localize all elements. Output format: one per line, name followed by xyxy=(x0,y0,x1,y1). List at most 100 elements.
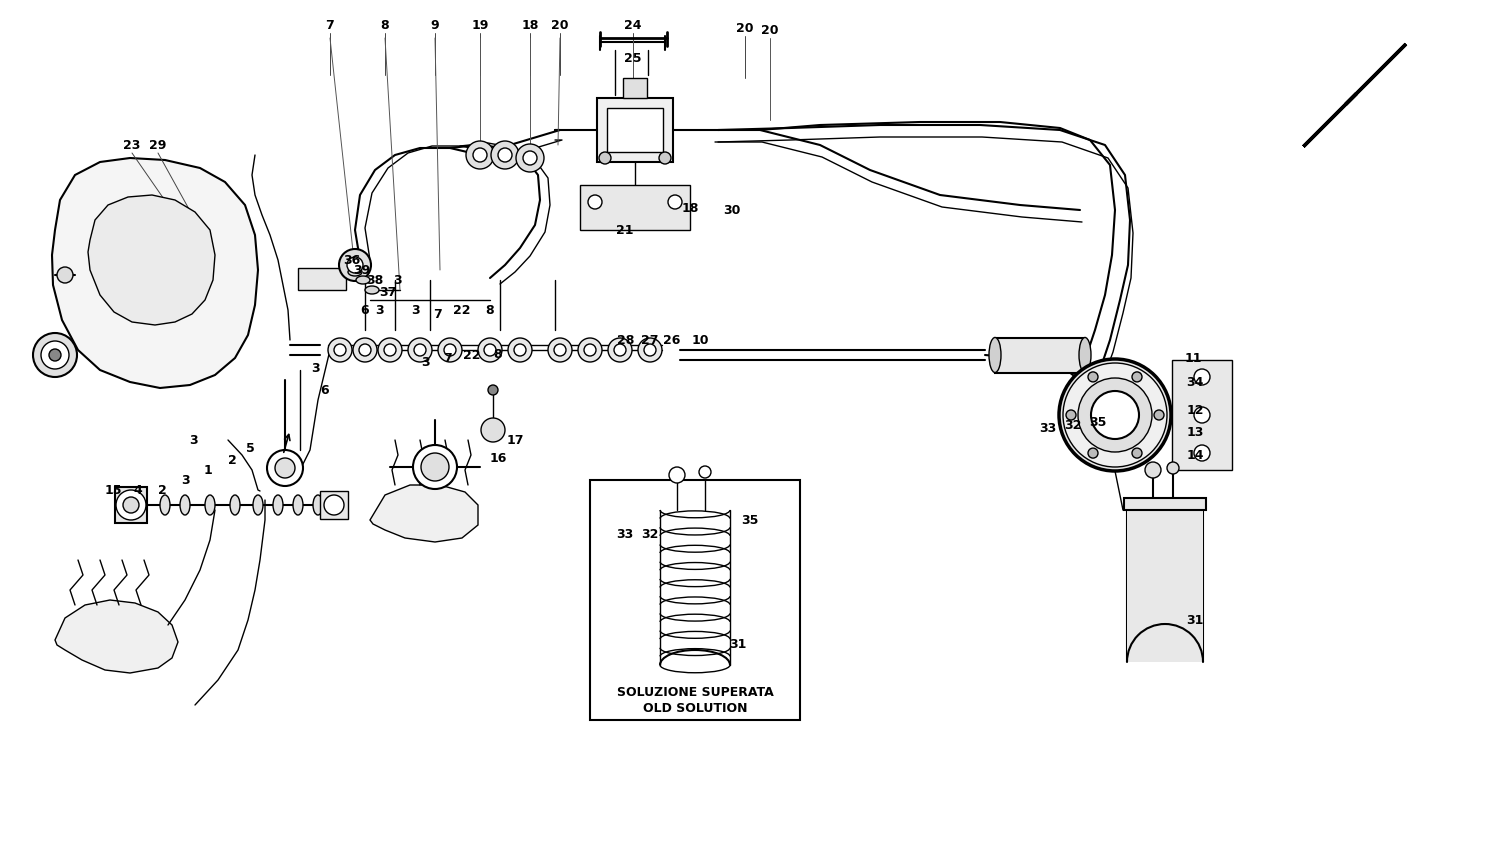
Bar xyxy=(590,480,800,720)
Circle shape xyxy=(50,349,62,361)
Circle shape xyxy=(638,338,662,362)
Text: 7: 7 xyxy=(444,351,453,364)
Circle shape xyxy=(1088,448,1098,458)
Circle shape xyxy=(478,338,502,362)
Circle shape xyxy=(516,144,544,172)
Circle shape xyxy=(578,338,602,362)
Text: 20: 20 xyxy=(736,21,753,35)
Text: 24: 24 xyxy=(624,19,642,31)
Text: 3: 3 xyxy=(393,273,402,286)
Circle shape xyxy=(1059,359,1172,471)
Text: 15: 15 xyxy=(104,483,122,497)
Bar xyxy=(597,98,674,162)
Circle shape xyxy=(1132,372,1142,382)
Circle shape xyxy=(33,333,76,377)
Text: 36: 36 xyxy=(344,254,360,267)
Text: 23: 23 xyxy=(123,138,141,151)
Circle shape xyxy=(378,338,402,362)
Text: 29: 29 xyxy=(150,138,166,151)
Circle shape xyxy=(1078,378,1152,452)
Ellipse shape xyxy=(254,495,262,515)
Circle shape xyxy=(644,344,656,356)
Text: 18: 18 xyxy=(681,201,699,215)
Text: 14: 14 xyxy=(1186,448,1203,462)
Circle shape xyxy=(384,344,396,356)
Text: 20: 20 xyxy=(552,19,568,31)
Bar xyxy=(298,268,346,290)
Text: 27: 27 xyxy=(642,334,658,346)
Text: 39: 39 xyxy=(354,263,370,277)
Circle shape xyxy=(40,341,69,369)
Ellipse shape xyxy=(180,495,190,515)
Circle shape xyxy=(509,338,532,362)
Text: 3: 3 xyxy=(411,303,420,317)
Text: 3: 3 xyxy=(375,303,384,317)
Text: 32: 32 xyxy=(642,528,658,542)
Circle shape xyxy=(352,338,376,362)
Polygon shape xyxy=(370,485,478,542)
Text: 35: 35 xyxy=(741,514,759,526)
Ellipse shape xyxy=(348,268,361,276)
Text: 13: 13 xyxy=(1186,425,1203,438)
Text: 3: 3 xyxy=(310,362,320,374)
Text: 33: 33 xyxy=(1040,421,1056,435)
Text: 3: 3 xyxy=(189,434,198,447)
Ellipse shape xyxy=(314,495,322,515)
Text: 1: 1 xyxy=(204,464,213,476)
Text: 26: 26 xyxy=(663,334,681,346)
Circle shape xyxy=(699,466,711,478)
Circle shape xyxy=(1090,391,1138,439)
Bar xyxy=(1126,510,1203,662)
Ellipse shape xyxy=(356,276,370,284)
Circle shape xyxy=(668,195,682,209)
Circle shape xyxy=(422,453,448,481)
Text: 4: 4 xyxy=(134,483,142,497)
Circle shape xyxy=(466,141,494,169)
Bar xyxy=(622,78,646,98)
Polygon shape xyxy=(1304,44,1406,147)
Text: SOLUZIONE SUPERATA: SOLUZIONE SUPERATA xyxy=(616,685,774,699)
Text: 32: 32 xyxy=(1065,419,1082,431)
Text: 28: 28 xyxy=(618,334,634,346)
Circle shape xyxy=(608,338,631,362)
Text: 9: 9 xyxy=(430,19,439,31)
Bar xyxy=(116,487,147,523)
Ellipse shape xyxy=(160,495,170,515)
Ellipse shape xyxy=(364,286,380,294)
Bar xyxy=(580,185,690,230)
Text: 34: 34 xyxy=(1186,375,1203,389)
Circle shape xyxy=(444,344,456,356)
Circle shape xyxy=(438,338,462,362)
Ellipse shape xyxy=(988,338,1000,373)
Circle shape xyxy=(328,338,352,362)
Circle shape xyxy=(57,267,74,283)
Ellipse shape xyxy=(206,495,214,515)
Circle shape xyxy=(324,495,344,515)
Polygon shape xyxy=(88,195,214,325)
Circle shape xyxy=(514,344,526,356)
Text: 20: 20 xyxy=(760,24,778,37)
Text: 6: 6 xyxy=(321,384,330,396)
Text: 16: 16 xyxy=(489,452,507,464)
Text: 8: 8 xyxy=(486,303,495,317)
Bar xyxy=(1124,498,1206,510)
Text: 30: 30 xyxy=(723,204,741,216)
Polygon shape xyxy=(1310,50,1412,153)
Text: 31: 31 xyxy=(1186,614,1203,627)
Circle shape xyxy=(1167,462,1179,474)
Circle shape xyxy=(414,344,426,356)
Circle shape xyxy=(116,490,146,520)
Text: 6: 6 xyxy=(360,303,369,317)
Text: 21: 21 xyxy=(616,223,633,237)
Circle shape xyxy=(346,257,363,273)
Text: 19: 19 xyxy=(471,19,489,31)
Circle shape xyxy=(123,497,140,513)
Text: 22: 22 xyxy=(464,348,480,362)
Circle shape xyxy=(472,148,488,162)
Text: 7: 7 xyxy=(433,308,442,322)
Circle shape xyxy=(554,344,566,356)
Text: 25: 25 xyxy=(624,52,642,65)
Text: 12: 12 xyxy=(1186,403,1203,417)
Circle shape xyxy=(1088,372,1098,382)
Ellipse shape xyxy=(230,495,240,515)
